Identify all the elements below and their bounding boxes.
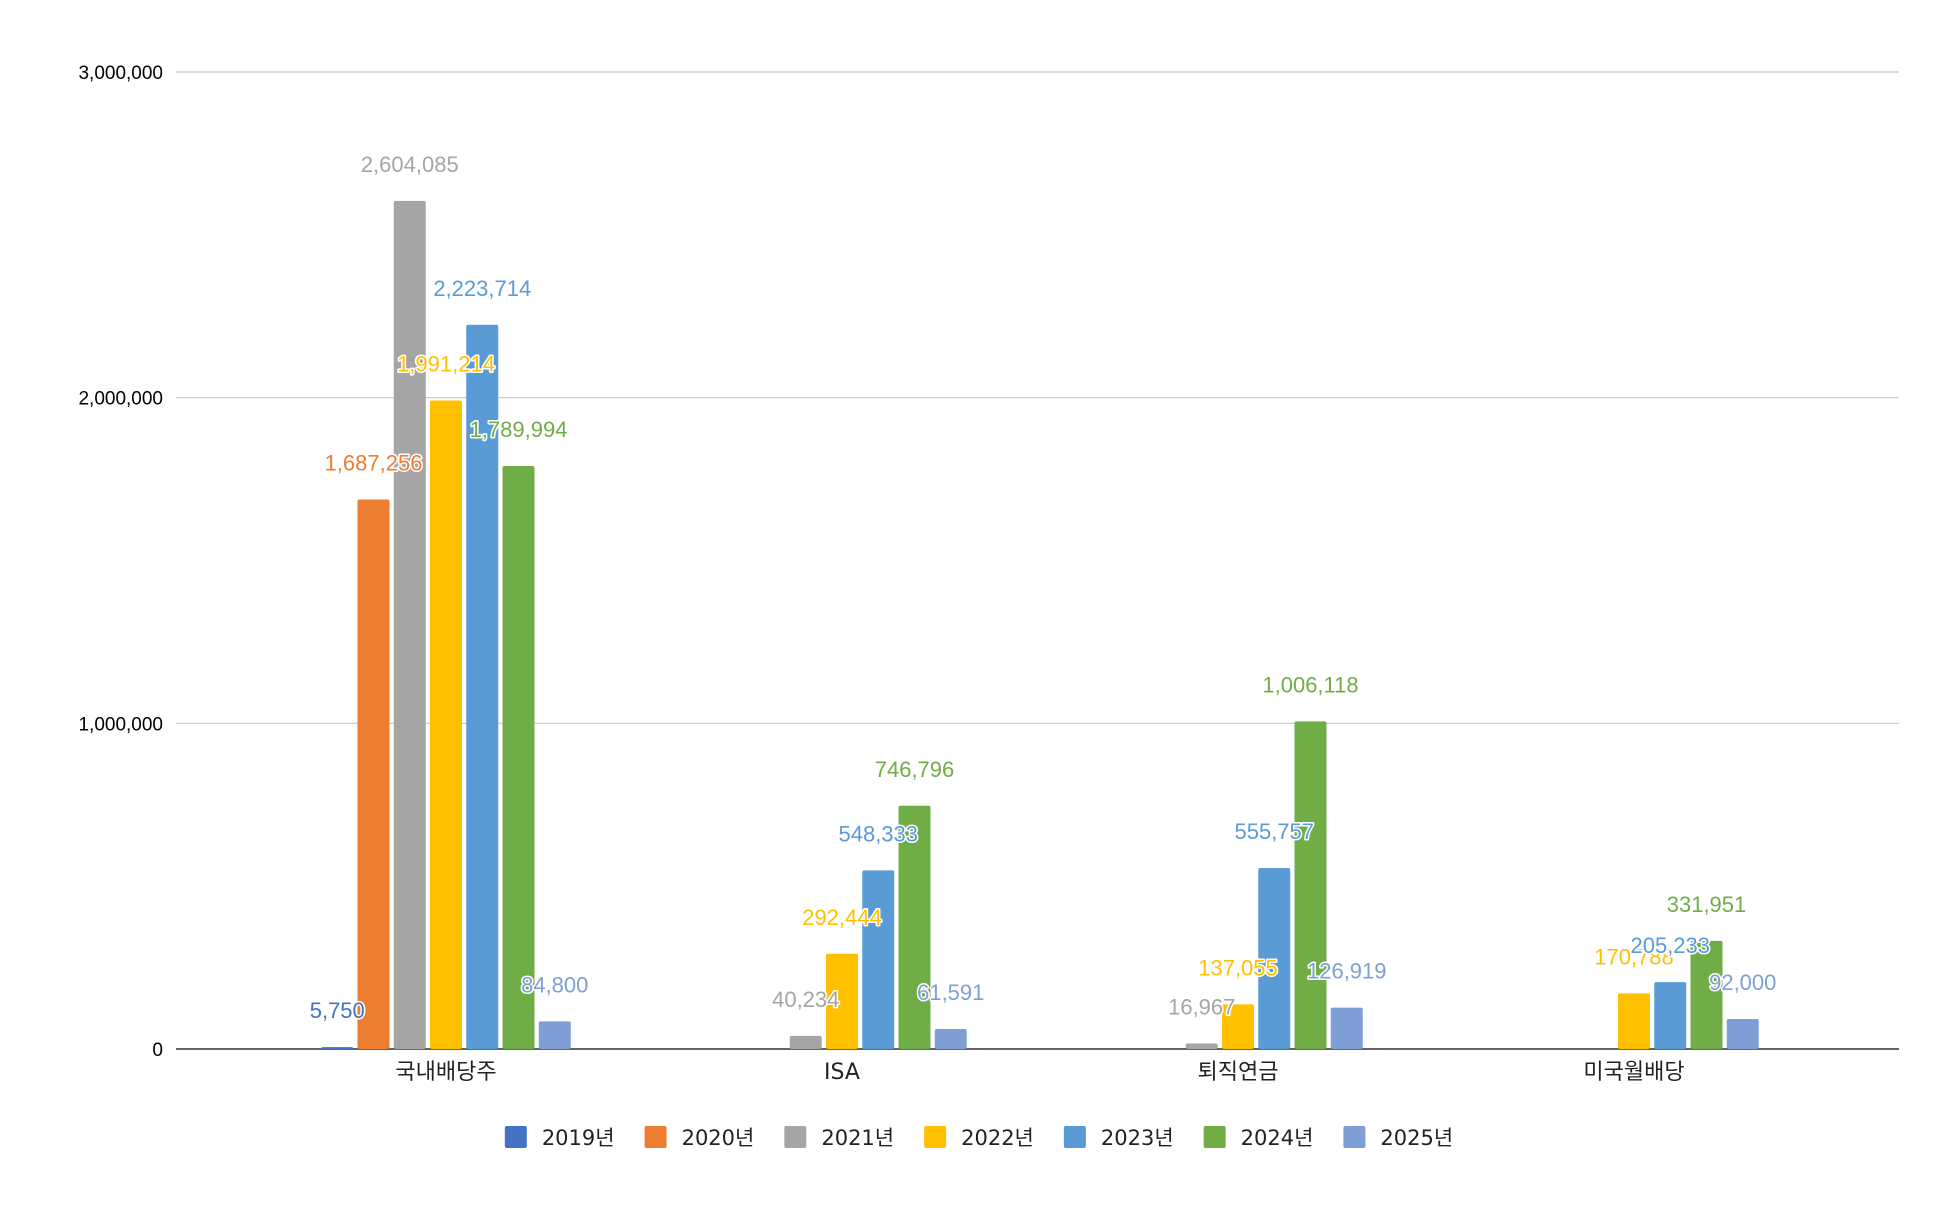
y-tick-label: 2,000,000: [78, 389, 163, 410]
bar[interactable]: [502, 466, 535, 1050]
bar[interactable]: [1618, 993, 1650, 1049]
category-label: 미국월배당: [1583, 1060, 1684, 1085]
data-label: 1,789,994: [470, 417, 568, 442]
bar[interactable]: [1185, 1043, 1218, 1049]
category-label: 국내배당주: [395, 1060, 496, 1085]
data-label: 292,444: [802, 905, 882, 930]
bar[interactable]: [1222, 1004, 1254, 1049]
legend-swatch[interactable]: [644, 1126, 667, 1148]
data-label: 548,333: [838, 821, 918, 846]
bar[interactable]: [321, 1047, 354, 1049]
legend-label[interactable]: 2024년: [1241, 1126, 1314, 1150]
bar[interactable]: [826, 953, 858, 1049]
legend-swatch[interactable]: [924, 1126, 947, 1148]
bar[interactable]: [1258, 868, 1291, 1049]
data-label: 205,233: [1630, 933, 1710, 958]
bar[interactable]: [862, 870, 895, 1049]
bar[interactable]: [357, 499, 390, 1049]
legend-label[interactable]: 2019년: [542, 1126, 615, 1150]
data-label: 1,006,118: [1262, 672, 1358, 697]
data-label: 555,757: [1234, 819, 1314, 844]
legend-label[interactable]: 2020년: [682, 1126, 755, 1150]
legend-swatch[interactable]: [1343, 1126, 1366, 1148]
data-label: 1,687,256: [325, 451, 423, 476]
legend-label[interactable]: 2021년: [821, 1126, 894, 1150]
data-label: 170,788: [1594, 944, 1674, 969]
bar[interactable]: [898, 805, 931, 1049]
category-label: ISA: [824, 1060, 860, 1085]
data-label: 1,991,214: [397, 352, 495, 377]
data-label: 2,223,714: [433, 276, 531, 301]
y-tick-label: 1,000,000: [78, 714, 163, 735]
bar[interactable]: [538, 1021, 571, 1049]
bar[interactable]: [430, 400, 462, 1050]
data-label: 40,234: [772, 987, 839, 1012]
bar[interactable]: [934, 1028, 967, 1049]
bar[interactable]: [1294, 721, 1327, 1049]
data-label: 92,000: [1709, 970, 1776, 995]
category-label: 퇴직연금: [1198, 1060, 1279, 1085]
data-label: 126,919: [1307, 959, 1387, 984]
bar[interactable]: [1330, 1007, 1363, 1049]
legend-swatch[interactable]: [1203, 1126, 1226, 1148]
legend-label[interactable]: 2022년: [961, 1126, 1034, 1150]
y-tick-label: 0: [152, 1040, 163, 1061]
data-label: 137,055: [1198, 955, 1278, 980]
data-label: 2,604,085: [361, 152, 459, 177]
bar[interactable]: [1654, 982, 1687, 1049]
data-label: 61,591: [917, 980, 984, 1005]
legend-swatch[interactable]: [504, 1126, 527, 1148]
bar[interactable]: [789, 1035, 822, 1049]
data-label: 84,800: [521, 972, 588, 997]
data-label: 16,967: [1168, 994, 1235, 1019]
legend-label[interactable]: 2025년: [1380, 1126, 1453, 1150]
bar[interactable]: [466, 324, 499, 1049]
bar[interactable]: [393, 200, 426, 1049]
legend-label[interactable]: 2023년: [1101, 1126, 1174, 1150]
data-label: 746,796: [875, 757, 955, 782]
legend-swatch[interactable]: [784, 1126, 807, 1148]
data-label: 331,951: [1667, 892, 1747, 917]
data-label: 5,750: [310, 998, 365, 1023]
legend-swatch[interactable]: [1063, 1126, 1086, 1148]
bar[interactable]: [1726, 1019, 1759, 1049]
bar[interactable]: [1690, 940, 1723, 1049]
y-tick-label: 3,000,000: [78, 63, 163, 84]
